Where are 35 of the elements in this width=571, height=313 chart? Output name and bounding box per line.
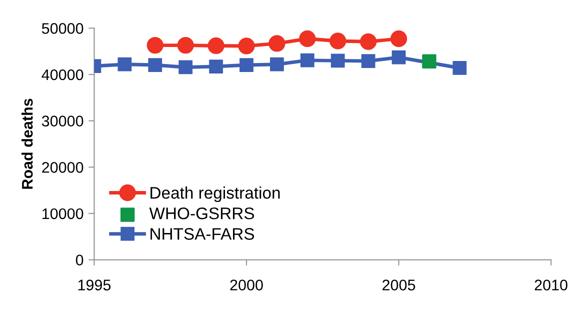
y-tick-label: 50000 xyxy=(42,23,84,34)
point xyxy=(208,37,224,54)
point xyxy=(238,38,255,54)
x-tick-label: 2010 xyxy=(534,280,568,290)
legend-label: Death registration xyxy=(150,186,280,202)
point xyxy=(270,57,284,72)
point xyxy=(146,36,164,54)
point xyxy=(330,32,346,50)
point xyxy=(299,30,316,48)
point xyxy=(177,36,194,54)
point xyxy=(452,61,467,75)
point xyxy=(360,33,377,50)
point xyxy=(361,54,376,68)
point xyxy=(330,54,345,68)
y-tick-label: 30000 xyxy=(42,116,84,127)
x-tick-label: 2005 xyxy=(382,280,416,290)
y-tick-label: 20000 xyxy=(42,162,84,173)
point xyxy=(148,58,162,72)
point xyxy=(422,54,436,68)
point xyxy=(240,58,254,72)
point xyxy=(268,35,286,52)
x-tick-label: 1995 xyxy=(78,280,111,290)
y-axis-title: Road deaths xyxy=(22,98,33,189)
point xyxy=(300,53,314,68)
legend-label: NHTSA-FARS xyxy=(150,228,254,240)
y-tick-label: 10000 xyxy=(42,208,84,220)
point xyxy=(178,60,193,74)
point xyxy=(209,60,223,74)
y-tick-label: 0 xyxy=(76,254,84,266)
point xyxy=(390,30,408,48)
x-tick-label: 2000 xyxy=(230,280,263,290)
y-tick-label: 40000 xyxy=(42,69,84,80)
point xyxy=(392,50,406,64)
legend-label: WHO-GSRRS xyxy=(149,207,254,220)
point xyxy=(118,57,132,72)
